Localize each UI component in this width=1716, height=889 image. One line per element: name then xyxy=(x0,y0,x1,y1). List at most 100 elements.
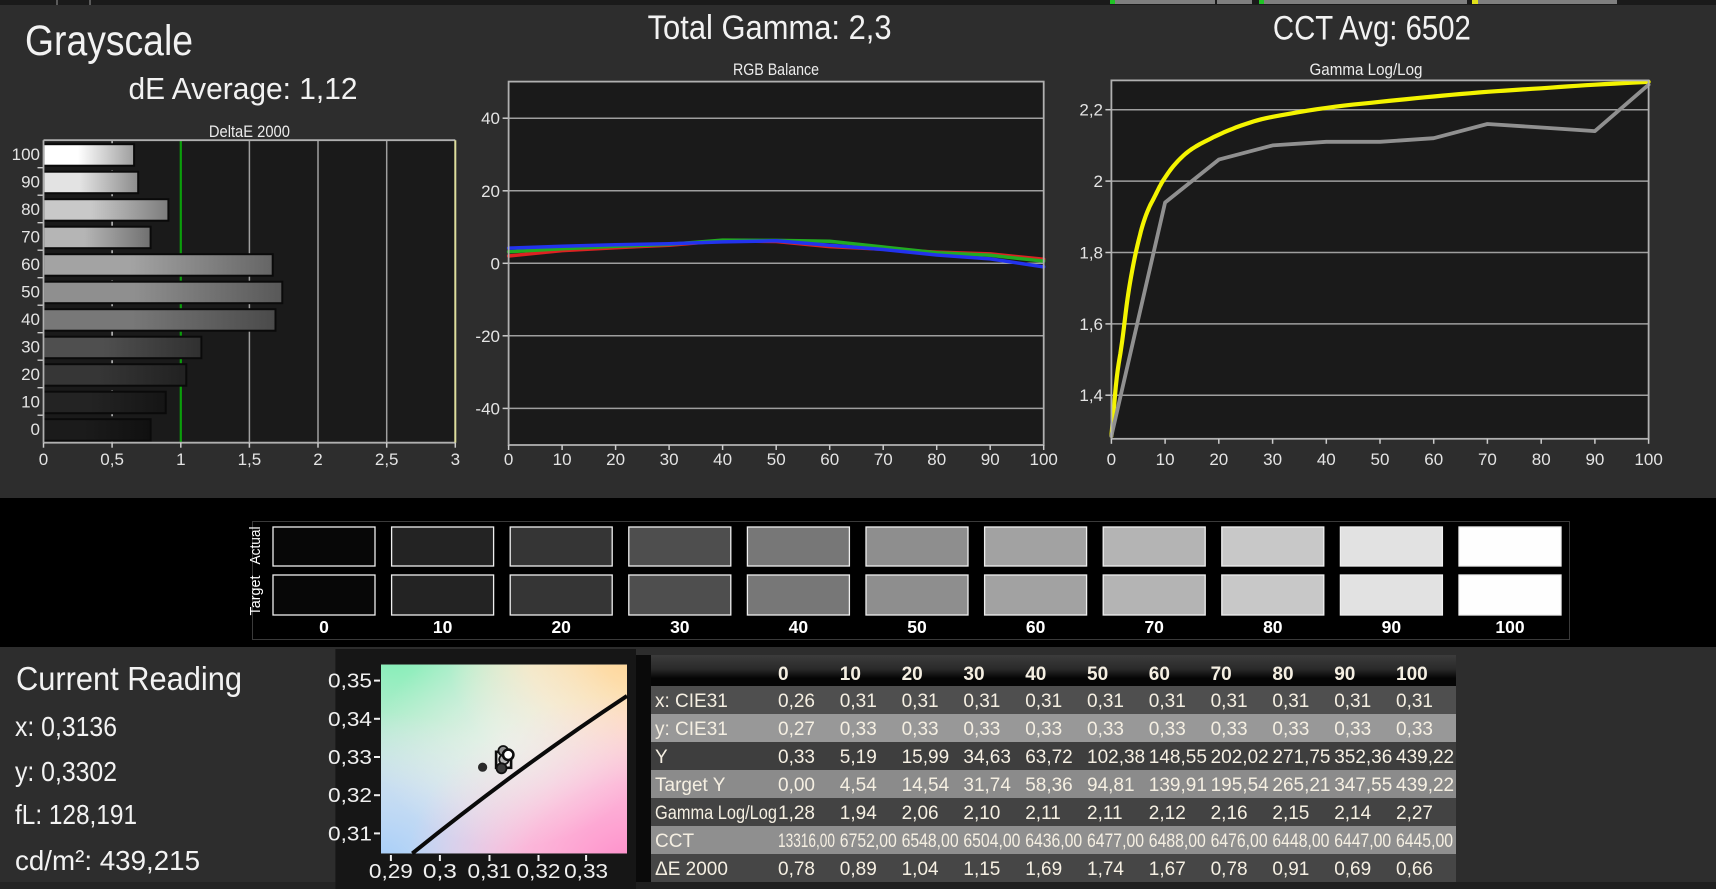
svg-text:6504,00: 6504,00 xyxy=(963,831,1020,852)
svg-text:2,5: 2,5 xyxy=(375,450,399,469)
svg-text:0,31: 0,31 xyxy=(1334,691,1371,712)
svg-text:0,33: 0,33 xyxy=(778,747,815,768)
svg-text:6488,00: 6488,00 xyxy=(1149,831,1206,852)
svg-text:0,33: 0,33 xyxy=(902,719,939,740)
svg-text:30: 30 xyxy=(21,337,40,356)
svg-text:2,10: 2,10 xyxy=(963,803,1000,824)
svg-text:5,19: 5,19 xyxy=(840,747,877,768)
svg-text:0,33: 0,33 xyxy=(963,719,1000,740)
svg-text:0,33: 0,33 xyxy=(1334,719,1371,740)
svg-text:y: 0,3302: y: 0,3302 xyxy=(15,756,117,787)
svg-text:0,33: 0,33 xyxy=(1272,719,1309,740)
svg-text:0,31: 0,31 xyxy=(963,691,1000,712)
svg-text:50: 50 xyxy=(1087,664,1108,685)
svg-text:0,33: 0,33 xyxy=(1396,719,1433,740)
svg-text:20: 20 xyxy=(481,182,500,201)
svg-text:90: 90 xyxy=(1585,450,1604,469)
svg-text:0,3: 0,3 xyxy=(423,861,457,883)
svg-text:100: 100 xyxy=(12,145,40,164)
svg-text:6477,00: 6477,00 xyxy=(1087,831,1144,852)
svg-text:-20: -20 xyxy=(475,327,500,346)
svg-text:70: 70 xyxy=(1144,617,1164,637)
svg-text:Target: Target xyxy=(247,575,264,616)
svg-text:3: 3 xyxy=(451,450,460,469)
svg-text:80: 80 xyxy=(21,200,40,219)
svg-text:CCT: CCT xyxy=(655,831,694,852)
svg-text:0,31: 0,31 xyxy=(1087,691,1124,712)
svg-text:40: 40 xyxy=(789,617,809,637)
svg-text:0,33: 0,33 xyxy=(564,861,608,883)
svg-text:Total Gamma: 2,3: Total Gamma: 2,3 xyxy=(648,9,892,47)
svg-text:0,27: 0,27 xyxy=(778,719,815,740)
svg-text:0,33: 0,33 xyxy=(1149,719,1186,740)
svg-text:y: CIE31: y: CIE31 xyxy=(655,719,728,740)
svg-text:63,72: 63,72 xyxy=(1025,747,1073,768)
svg-text:-40: -40 xyxy=(475,399,500,418)
svg-text:439,22: 439,22 xyxy=(1396,775,1454,796)
svg-text:352,36: 352,36 xyxy=(1334,747,1392,768)
svg-text:20: 20 xyxy=(1209,450,1228,469)
svg-text:1,8: 1,8 xyxy=(1079,244,1103,263)
svg-text:102,38: 102,38 xyxy=(1087,747,1145,768)
svg-text:100: 100 xyxy=(1396,664,1428,685)
svg-text:60: 60 xyxy=(1149,664,1170,685)
svg-text:0,5: 0,5 xyxy=(100,450,124,469)
svg-text:139,91: 139,91 xyxy=(1149,775,1207,796)
svg-text:0,33: 0,33 xyxy=(1025,719,1062,740)
svg-text:20: 20 xyxy=(551,617,571,637)
svg-text:20: 20 xyxy=(21,365,40,384)
svg-text:50: 50 xyxy=(907,617,927,637)
svg-text:2: 2 xyxy=(313,450,322,469)
svg-text:80: 80 xyxy=(1532,450,1551,469)
svg-text:fL: 128,191: fL: 128,191 xyxy=(15,799,137,830)
svg-text:100: 100 xyxy=(1634,450,1662,469)
svg-text:2,06: 2,06 xyxy=(902,803,939,824)
svg-text:148,55: 148,55 xyxy=(1149,747,1207,768)
svg-text:50: 50 xyxy=(21,282,40,301)
svg-text:10: 10 xyxy=(433,617,453,637)
svg-text:0,66: 0,66 xyxy=(1396,859,1433,880)
svg-text:30: 30 xyxy=(660,450,679,469)
svg-text:90: 90 xyxy=(981,450,1000,469)
svg-text:439,22: 439,22 xyxy=(1396,747,1454,768)
svg-text:14,54: 14,54 xyxy=(902,775,950,796)
svg-text:347,55: 347,55 xyxy=(1334,775,1392,796)
svg-text:90: 90 xyxy=(21,172,40,191)
svg-text:60: 60 xyxy=(21,255,40,274)
svg-text:31,74: 31,74 xyxy=(963,775,1011,796)
svg-text:13316,00: 13316,00 xyxy=(778,831,835,852)
svg-text:0,31: 0,31 xyxy=(1149,691,1186,712)
svg-text:2: 2 xyxy=(1094,172,1103,191)
svg-text:0,33: 0,33 xyxy=(840,719,877,740)
svg-text:0,78: 0,78 xyxy=(1211,859,1248,880)
svg-text:34,63: 34,63 xyxy=(963,747,1011,768)
svg-text:40: 40 xyxy=(1025,664,1046,685)
svg-text:0,31: 0,31 xyxy=(1211,691,1248,712)
svg-text:Current Reading: Current Reading xyxy=(16,660,242,697)
svg-text:1,04: 1,04 xyxy=(902,859,939,880)
svg-text:6447,00: 6447,00 xyxy=(1334,831,1391,852)
svg-text:Target Y: Target Y xyxy=(655,775,726,796)
svg-text:0,33: 0,33 xyxy=(328,747,372,769)
svg-text:1,94: 1,94 xyxy=(840,803,877,824)
svg-text:0,35: 0,35 xyxy=(328,671,372,693)
svg-text:60: 60 xyxy=(820,450,839,469)
svg-text:202,02: 202,02 xyxy=(1211,747,1269,768)
svg-text:0,69: 0,69 xyxy=(1334,859,1371,880)
svg-text:2,2: 2,2 xyxy=(1079,101,1103,120)
svg-text:60: 60 xyxy=(1424,450,1443,469)
svg-text:0,31: 0,31 xyxy=(328,823,372,845)
svg-text:10: 10 xyxy=(553,450,572,469)
svg-text:RGB Balance: RGB Balance xyxy=(733,60,819,79)
svg-text:1,4: 1,4 xyxy=(1079,386,1103,405)
svg-text:271,75: 271,75 xyxy=(1272,747,1330,768)
svg-text:0,29: 0,29 xyxy=(369,861,413,883)
svg-text:6436,00: 6436,00 xyxy=(1025,831,1082,852)
svg-text:30: 30 xyxy=(1263,450,1282,469)
svg-text:2,14: 2,14 xyxy=(1334,803,1371,824)
svg-text:70: 70 xyxy=(21,227,40,246)
svg-text:1,28: 1,28 xyxy=(778,803,815,824)
svg-text:x: 0,3136: x: 0,3136 xyxy=(15,711,117,742)
svg-text:15,99: 15,99 xyxy=(902,747,950,768)
svg-text:1,6: 1,6 xyxy=(1079,315,1103,334)
